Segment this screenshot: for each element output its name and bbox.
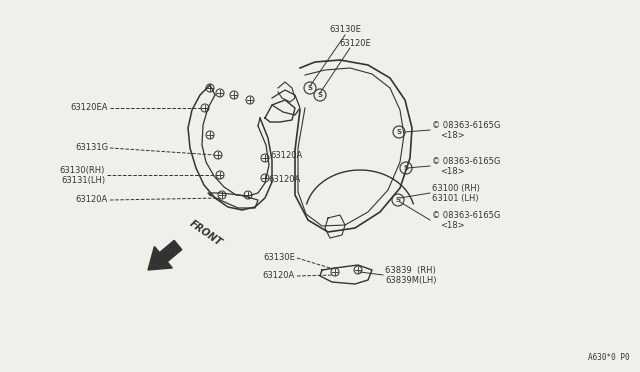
Text: 63120A: 63120A [76,196,108,205]
Text: S: S [396,197,401,203]
FancyArrow shape [148,240,182,270]
Text: 63130(RH): 63130(RH) [60,166,105,174]
Text: 63131(LH): 63131(LH) [61,176,105,185]
Text: 63839  (RH): 63839 (RH) [385,266,436,275]
Text: © 08363-6165G: © 08363-6165G [432,157,500,167]
Text: 63120EA: 63120EA [70,103,108,112]
Text: A630*0 P0: A630*0 P0 [588,353,630,362]
Text: © 08363-6165G: © 08363-6165G [432,211,500,219]
Text: S: S [307,85,312,91]
Text: 63100 (RH): 63100 (RH) [432,183,480,192]
Text: 63131G: 63131G [75,144,108,153]
Text: FRONT: FRONT [188,218,224,248]
Text: S: S [317,92,323,98]
Text: 63101 (LH): 63101 (LH) [432,193,479,202]
Text: <18>: <18> [440,221,465,230]
Text: 63130E: 63130E [329,26,361,35]
Text: S: S [403,165,408,171]
Text: 63120A: 63120A [263,272,295,280]
Text: <18>: <18> [440,167,465,176]
Text: 63120A: 63120A [270,151,302,160]
Text: 63130E: 63130E [263,253,295,263]
Text: <18>: <18> [440,131,465,141]
Text: 63120E: 63120E [339,39,371,48]
Text: S: S [397,129,401,135]
Text: 63839M(LH): 63839M(LH) [385,276,436,285]
Text: 63120A: 63120A [268,176,300,185]
Text: © 08363-6165G: © 08363-6165G [432,121,500,129]
